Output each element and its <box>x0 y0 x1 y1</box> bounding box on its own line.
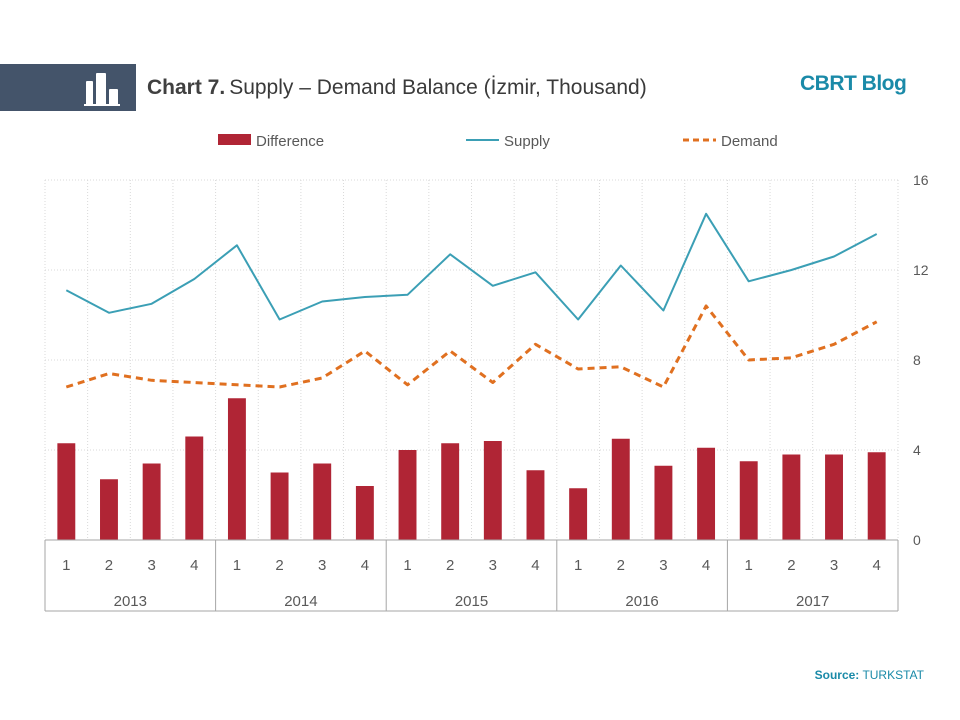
x-tick-label-quarter: 1 <box>745 557 753 574</box>
difference-bar <box>185 436 204 540</box>
chart-title-text: Supply – Demand Balance (İzmir, Thousand… <box>229 76 647 99</box>
series-lines <box>65 212 878 389</box>
demand-line <box>65 304 878 389</box>
difference-bar <box>825 454 843 540</box>
x-tick-label-quarter: 3 <box>659 557 667 574</box>
y-tick-label: 4 <box>913 442 921 458</box>
x-tick-label-quarter: 2 <box>787 557 795 574</box>
bar-chart-icon <box>84 73 120 106</box>
difference-bar <box>569 488 588 540</box>
header-band <box>0 64 136 111</box>
chart-number: Chart 7. <box>147 76 226 99</box>
difference-bar <box>142 463 161 540</box>
legend-label-supply: Supply <box>504 133 550 150</box>
difference-bar <box>739 461 758 540</box>
difference-bar <box>57 443 76 540</box>
x-tick-label-year: 2017 <box>796 593 829 610</box>
difference-bar <box>100 479 118 540</box>
difference-bar <box>483 441 502 540</box>
x-tick-label-quarter: 4 <box>190 557 198 574</box>
difference-bar <box>697 447 716 540</box>
x-tick-label-quarter: 3 <box>489 557 497 574</box>
legend: Difference Supply Demand <box>218 133 778 150</box>
difference-bar <box>227 398 246 540</box>
difference-bar <box>526 470 545 540</box>
x-tick-label-quarter: 2 <box>446 557 454 574</box>
x-tick-label-quarter: 4 <box>702 557 710 574</box>
difference-bar <box>270 472 289 540</box>
difference-bar <box>654 465 673 540</box>
legend-swatch-difference <box>218 134 251 145</box>
x-tick-label-quarter: 3 <box>318 557 326 574</box>
legend-label-difference: Difference <box>256 133 324 150</box>
difference-bar <box>441 443 460 540</box>
x-tick-label-quarter: 1 <box>574 557 582 574</box>
brand-logo: CBRT Blog <box>800 72 907 95</box>
difference-bar <box>398 450 417 540</box>
x-tick-label-quarter: 3 <box>830 557 838 574</box>
difference-bar <box>611 438 630 540</box>
x-tick-label-quarter: 3 <box>147 557 155 574</box>
source-note: Source: TURKSTAT <box>815 668 924 682</box>
legend-label-demand: Demand <box>721 133 778 150</box>
x-tick-label-year: 2016 <box>625 593 658 610</box>
x-tick-label-quarter: 1 <box>233 557 241 574</box>
x-tick-label-quarter: 4 <box>361 557 369 574</box>
x-tick-label-quarter: 2 <box>105 557 113 574</box>
difference-bar <box>313 463 332 540</box>
x-tick-label-quarter: 4 <box>531 557 539 574</box>
x-tick-label-quarter: 4 <box>873 557 881 574</box>
x-tick-label-year: 2014 <box>284 593 317 610</box>
x-tick-label-year: 2015 <box>455 593 488 610</box>
supply-line <box>65 212 878 321</box>
y-tick-label: 0 <box>913 532 921 548</box>
gridlines <box>44 179 899 540</box>
difference-bars <box>57 398 886 540</box>
y-tick-label: 12 <box>913 262 929 278</box>
x-tick-label-year: 2013 <box>114 593 147 610</box>
x-tick-label-quarter: 2 <box>617 557 625 574</box>
x-tick-label-quarter: 1 <box>62 557 70 574</box>
y-tick-label: 8 <box>913 352 921 368</box>
x-tick-label-quarter: 2 <box>275 557 283 574</box>
difference-bar <box>355 486 374 540</box>
source-value: TURKSTAT <box>862 668 924 682</box>
x-tick-label-quarter: 1 <box>403 557 411 574</box>
y-tick-label: 16 <box>913 172 929 188</box>
source-label: Source: <box>814 668 860 682</box>
difference-bar <box>782 454 801 540</box>
chart-title: Chart 7. Supply – Demand Balance (İzmir, … <box>147 76 647 100</box>
difference-bar <box>867 452 886 540</box>
